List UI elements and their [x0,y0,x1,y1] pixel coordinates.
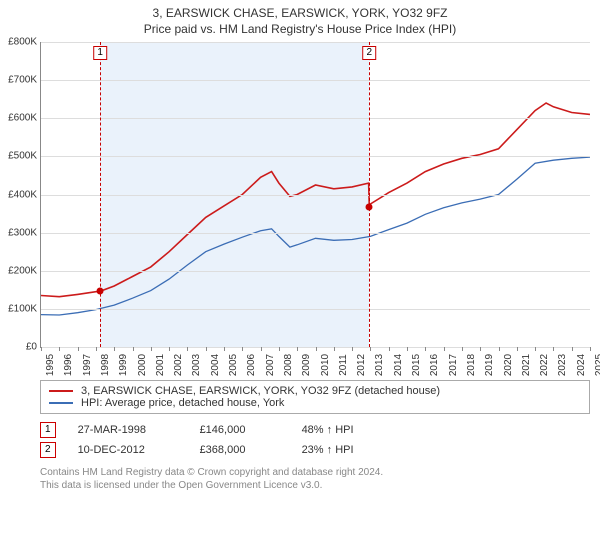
sale-row: 2 10-DEC-2012 £368,000 23% ↑ HPI [40,440,590,460]
legend-swatch [49,402,73,404]
legend-item-property: 3, EARSWICK CHASE, EARSWICK, YORK, YO32 … [49,385,581,397]
footer-line1: Contains HM Land Registry data © Crown c… [40,466,590,479]
sale-price: £368,000 [200,444,280,456]
sale-date: 10-DEC-2012 [78,444,178,456]
title-line1: 3, EARSWICK CHASE, EARSWICK, YORK, YO32 … [0,6,600,20]
footer-line2: This data is licensed under the Open Gov… [40,479,590,492]
sale-hpi: 48% ↑ HPI [302,424,354,436]
legend-swatch [49,390,73,392]
sale-badge: 1 [40,422,56,438]
footer-attribution: Contains HM Land Registry data © Crown c… [40,466,590,492]
sale-date: 27-MAR-1998 [78,424,178,436]
chart-title-block: 3, EARSWICK CHASE, EARSWICK, YORK, YO32 … [0,0,600,38]
chart-area: £0£100K£200K£300K£400K£500K£600K£700K£80… [40,42,590,372]
sale-price: £146,000 [200,424,280,436]
legend-item-hpi: HPI: Average price, detached house, York [49,397,581,409]
plot-region: £0£100K£200K£300K£400K£500K£600K£700K£80… [40,42,590,348]
sale-badge: 2 [40,442,56,458]
sales-table: 1 27-MAR-1998 £146,000 48% ↑ HPI 2 10-DE… [40,420,590,460]
title-line2: Price paid vs. HM Land Registry's House … [0,22,600,36]
legend-label: 3, EARSWICK CHASE, EARSWICK, YORK, YO32 … [81,385,440,397]
sale-hpi: 23% ↑ HPI [302,444,354,456]
legend-label: HPI: Average price, detached house, York [81,397,284,409]
legend-box: 3, EARSWICK CHASE, EARSWICK, YORK, YO32 … [40,380,590,414]
sale-row: 1 27-MAR-1998 £146,000 48% ↑ HPI [40,420,590,440]
